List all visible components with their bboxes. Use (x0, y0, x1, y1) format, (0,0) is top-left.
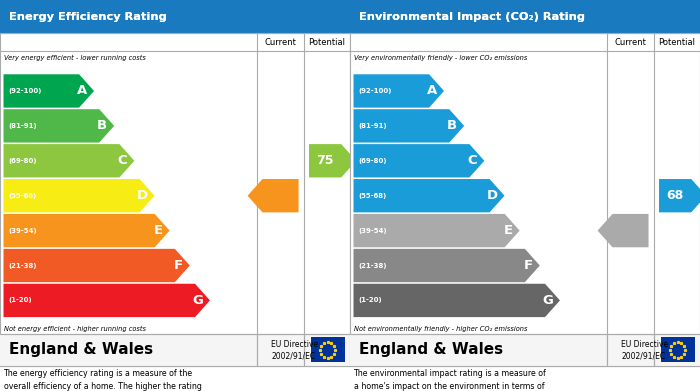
Text: Not environmentally friendly - higher CO₂ emissions: Not environmentally friendly - higher CO… (354, 326, 527, 332)
Text: Very environmentally friendly - lower CO₂ emissions: Very environmentally friendly - lower CO… (354, 55, 527, 61)
Polygon shape (4, 214, 169, 247)
Text: EU Directive
2002/91/EC: EU Directive 2002/91/EC (622, 339, 668, 361)
Text: Not energy efficient - higher running costs: Not energy efficient - higher running co… (4, 326, 146, 332)
Text: (81-91): (81-91) (8, 123, 37, 129)
Text: EU Directive
2002/91/EC: EU Directive 2002/91/EC (272, 339, 318, 361)
Text: D: D (136, 189, 148, 202)
Text: F: F (174, 259, 183, 272)
Text: (1-20): (1-20) (8, 298, 32, 303)
Text: D: D (486, 189, 498, 202)
Text: (1-20): (1-20) (358, 298, 382, 303)
Text: (39-54): (39-54) (8, 228, 37, 233)
Polygon shape (354, 214, 519, 247)
Text: B: B (97, 119, 107, 133)
Bar (311, 337, 344, 362)
Polygon shape (4, 144, 134, 178)
Polygon shape (354, 109, 464, 143)
Text: (69-80): (69-80) (8, 158, 37, 164)
Text: 75: 75 (316, 154, 334, 167)
Text: Potential: Potential (309, 38, 345, 47)
Bar (661, 337, 694, 362)
Text: (55-68): (55-68) (358, 193, 387, 199)
Text: Current: Current (615, 38, 647, 47)
Text: (21-38): (21-38) (358, 262, 387, 269)
Text: The environmental impact rating is a measure of
a home's impact on the environme: The environmental impact rating is a mea… (354, 369, 547, 391)
Text: (92-100): (92-100) (358, 88, 392, 94)
Polygon shape (4, 74, 94, 108)
Polygon shape (4, 249, 190, 282)
Polygon shape (659, 179, 700, 212)
Text: Current: Current (265, 38, 297, 47)
Polygon shape (4, 284, 210, 317)
Text: B: B (447, 119, 457, 133)
Text: England & Wales: England & Wales (8, 343, 153, 357)
Text: F: F (524, 259, 533, 272)
Polygon shape (248, 179, 298, 212)
Text: Energy Efficiency Rating: Energy Efficiency Rating (8, 12, 167, 22)
Text: Very energy efficient - lower running costs: Very energy efficient - lower running co… (4, 55, 146, 61)
Bar (350, 33, 700, 366)
Polygon shape (309, 144, 356, 178)
Bar (350, 334, 700, 366)
Text: 46: 46 (622, 224, 639, 237)
Bar (0, 0, 350, 33)
Polygon shape (354, 74, 444, 108)
Text: (81-91): (81-91) (358, 123, 387, 129)
Text: C: C (468, 154, 477, 167)
Bar (0, 334, 350, 366)
Polygon shape (4, 179, 155, 212)
Bar (0, 0, 350, 33)
Polygon shape (598, 214, 648, 247)
Bar (350, 0, 700, 33)
Polygon shape (354, 249, 540, 282)
Text: A: A (77, 84, 87, 97)
Text: 54: 54 (272, 189, 289, 202)
Text: (39-54): (39-54) (358, 228, 387, 233)
Text: Environmental Impact (CO₂) Rating: Environmental Impact (CO₂) Rating (358, 12, 584, 22)
Text: (92-100): (92-100) (8, 88, 42, 94)
Polygon shape (4, 109, 114, 143)
Text: Energy Efficiency Rating: Energy Efficiency Rating (8, 12, 167, 22)
Text: (21-38): (21-38) (8, 262, 37, 269)
Polygon shape (354, 179, 505, 212)
Text: (69-80): (69-80) (358, 158, 387, 164)
Text: Potential: Potential (659, 38, 695, 47)
Text: 68: 68 (666, 189, 684, 202)
Text: G: G (542, 294, 553, 307)
Text: G: G (192, 294, 203, 307)
Bar (0, 33, 350, 366)
Text: E: E (153, 224, 162, 237)
Polygon shape (354, 284, 560, 317)
Polygon shape (354, 144, 484, 178)
Text: C: C (118, 154, 127, 167)
Text: The energy efficiency rating is a measure of the
overall efficiency of a home. T: The energy efficiency rating is a measur… (4, 369, 202, 391)
Text: (55-68): (55-68) (8, 193, 37, 199)
Text: England & Wales: England & Wales (358, 343, 503, 357)
Text: E: E (503, 224, 512, 237)
Text: Environmental Impact (CO₂) Rating: Environmental Impact (CO₂) Rating (358, 12, 584, 22)
Text: A: A (427, 84, 437, 97)
Bar (350, 0, 700, 33)
